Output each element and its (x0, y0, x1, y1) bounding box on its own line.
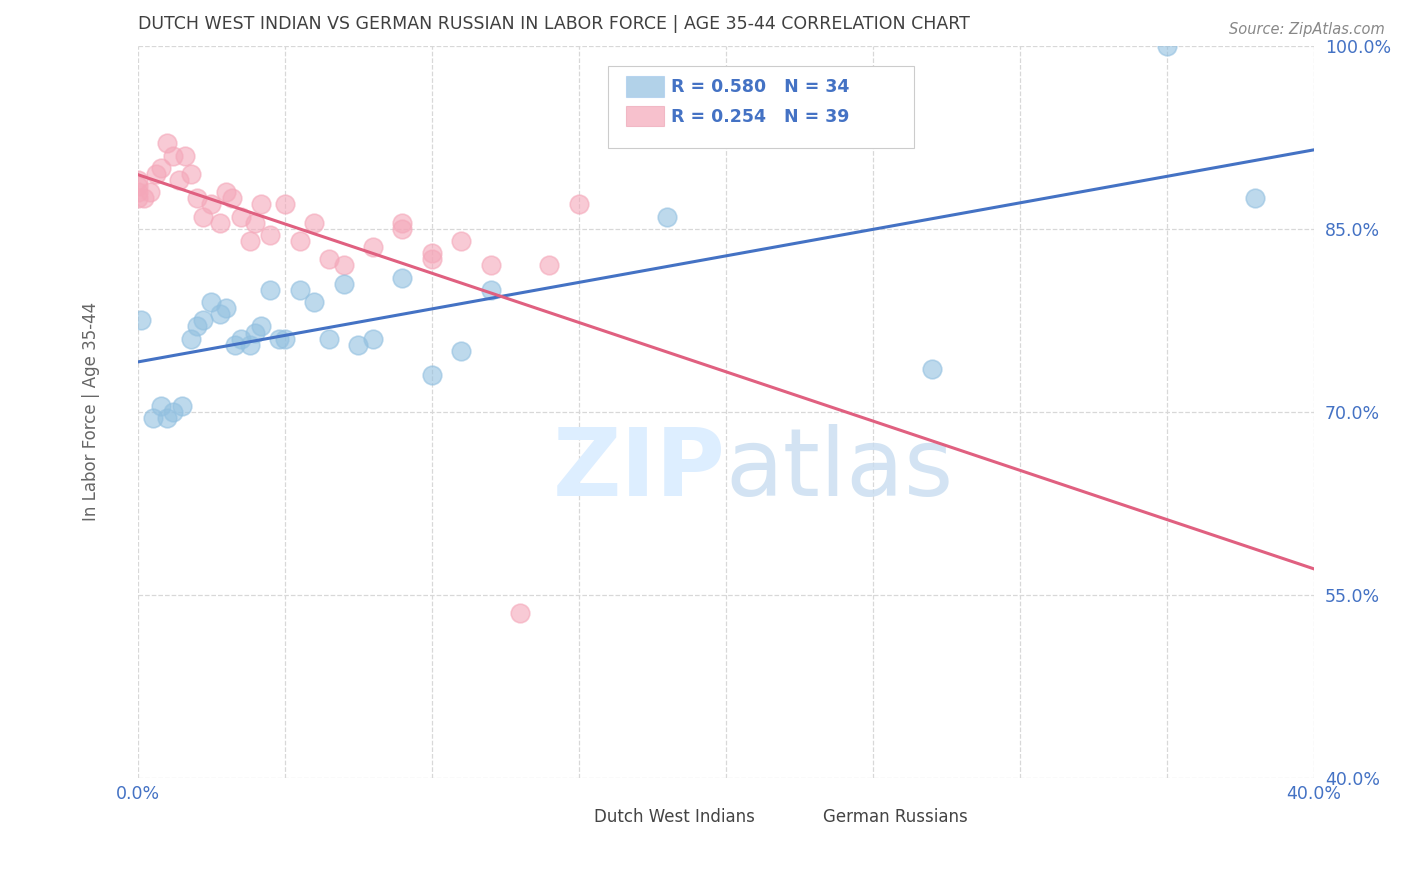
Point (479, 283, 502, 297)
Point (304, 216, 326, 230)
Point (239, 337, 262, 351)
Point (145, 167, 167, 181)
Point (215, 185, 238, 199)
Point (229, 210, 252, 224)
Point (162, 405, 184, 419)
Point (229, 332, 252, 346)
Point (655, 210, 678, 224)
Point (250, 319, 273, 334)
Point (221, 191, 243, 205)
Point (209, 307, 232, 321)
Point (450, 234, 472, 248)
Point (391, 270, 413, 285)
Point (1156, 38, 1178, 53)
Point (347, 337, 370, 351)
Point (170, 399, 193, 413)
Point (129, 313, 152, 327)
Point (274, 332, 297, 346)
Point (921, 362, 943, 376)
Point (245, 216, 267, 230)
Text: ZIP: ZIP (553, 425, 725, 516)
Text: DUTCH WEST INDIAN VS GERMAN RUSSIAN IN LABOR FORCE | AGE 35-44 CORRELATION CHART: DUTCH WEST INDIAN VS GERMAN RUSSIAN IN L… (138, 15, 970, 33)
Text: R = 0.254   N = 39: R = 0.254 N = 39 (671, 108, 849, 126)
Point (191, 210, 214, 224)
Point (215, 301, 238, 315)
Point (274, 197, 297, 211)
Point (127, 173, 149, 187)
Point (479, 259, 502, 273)
Point (332, 259, 354, 273)
Point (224, 337, 246, 351)
Text: atlas: atlas (725, 425, 955, 516)
Point (138, 185, 160, 199)
Text: Source: ZipAtlas.com: Source: ZipAtlas.com (1229, 22, 1385, 37)
Text: German Russians: German Russians (824, 808, 969, 826)
Point (191, 313, 214, 327)
Point (200, 295, 222, 310)
Point (167, 173, 190, 187)
Text: In Labor Force | Age 35-44: In Labor Force | Age 35-44 (82, 302, 100, 522)
Point (420, 368, 443, 383)
Point (239, 234, 262, 248)
Point (150, 399, 173, 413)
Point (267, 332, 290, 346)
Point (142, 411, 165, 425)
Point (361, 240, 384, 254)
Point (186, 191, 208, 205)
Point (420, 252, 443, 267)
Point (174, 148, 197, 162)
Point (186, 319, 208, 334)
FancyBboxPatch shape (561, 806, 588, 827)
FancyBboxPatch shape (626, 106, 664, 127)
Point (209, 216, 232, 230)
FancyBboxPatch shape (790, 806, 817, 827)
Point (288, 283, 311, 297)
FancyBboxPatch shape (626, 77, 664, 97)
Point (245, 326, 267, 340)
Point (127, 191, 149, 205)
Point (288, 234, 311, 248)
Point (250, 197, 273, 211)
Point (304, 295, 326, 310)
Point (156, 136, 179, 151)
Point (332, 277, 354, 291)
Text: R = 0.580   N = 34: R = 0.580 N = 34 (671, 78, 849, 96)
FancyBboxPatch shape (609, 66, 914, 148)
Point (259, 227, 281, 242)
Text: Dutch West Indians: Dutch West Indians (595, 808, 755, 826)
Point (450, 343, 472, 358)
Point (538, 259, 561, 273)
Point (1244, 191, 1267, 205)
Point (127, 185, 149, 199)
Point (568, 197, 591, 211)
Point (391, 216, 413, 230)
Point (180, 332, 202, 346)
Point (162, 148, 184, 162)
Point (509, 607, 531, 621)
Point (318, 252, 340, 267)
Point (150, 161, 173, 175)
Point (132, 191, 155, 205)
Point (420, 246, 443, 260)
Point (180, 167, 202, 181)
Point (391, 221, 413, 235)
Point (259, 283, 281, 297)
Point (318, 332, 340, 346)
Point (200, 197, 222, 211)
Point (361, 332, 384, 346)
Point (127, 179, 149, 194)
Point (156, 411, 179, 425)
